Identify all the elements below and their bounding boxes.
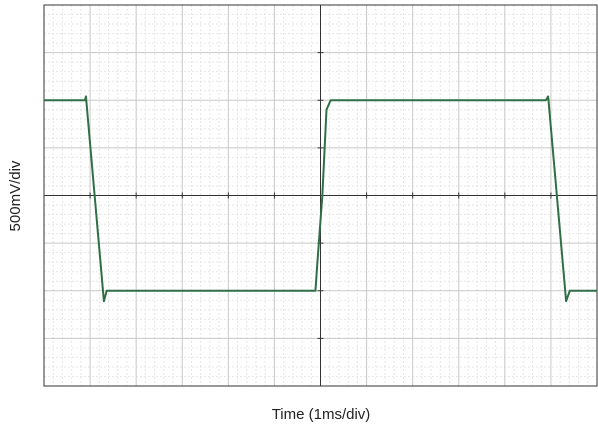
x-axis-label: Time (1ms/div) <box>272 406 371 423</box>
waveform <box>44 95 597 303</box>
plot-frame <box>43 4 598 387</box>
y-axis-label: 500mV/div <box>7 160 24 231</box>
